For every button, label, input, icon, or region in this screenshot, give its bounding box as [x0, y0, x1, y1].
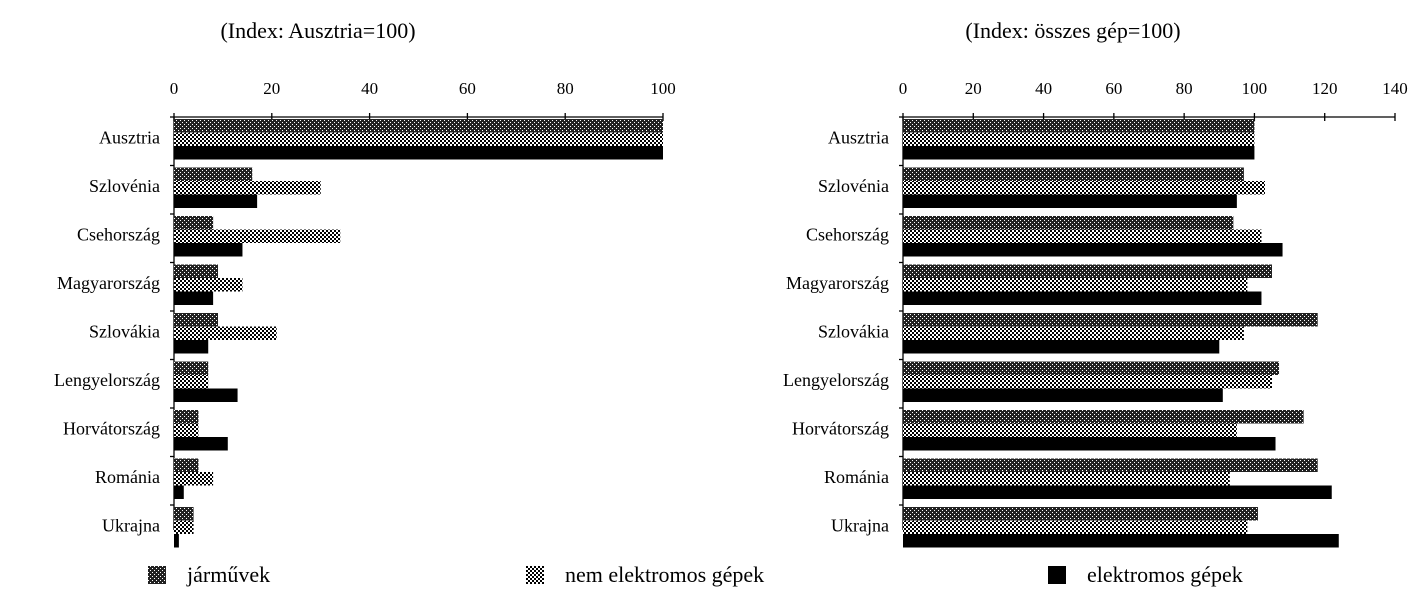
bar	[903, 146, 1255, 160]
y-tick-label: Magyarország	[57, 273, 160, 293]
bar	[174, 167, 253, 181]
x-tick-label: 40	[361, 79, 378, 98]
bar	[174, 194, 258, 208]
y-tick-label: Lengyelország	[54, 370, 160, 390]
y-tick-label: Románia	[824, 467, 889, 487]
y-tick-label: Ausztria	[99, 127, 160, 147]
x-tick-label: 80	[557, 79, 574, 98]
legend-label: járművek	[186, 562, 270, 587]
y-tick-label: Csehország	[806, 224, 889, 244]
bar	[174, 361, 209, 375]
bar	[903, 313, 1318, 327]
bar	[903, 437, 1276, 451]
y-tick-label: Ukrajna	[102, 515, 160, 535]
bar	[174, 423, 199, 437]
legend-swatch	[1048, 566, 1066, 584]
bar	[174, 229, 341, 243]
bar	[174, 216, 214, 230]
y-tick-label: Szlovénia	[818, 176, 889, 196]
x-tick-label: 60	[1105, 79, 1122, 98]
x-tick-label: 20	[263, 79, 280, 98]
x-tick-label: 40	[1035, 79, 1052, 98]
bar	[903, 194, 1237, 208]
x-tick-label: 0	[170, 79, 179, 98]
y-tick-label: Ukrajna	[831, 515, 889, 535]
legend-swatch	[526, 566, 544, 584]
bar	[174, 278, 243, 292]
bar	[903, 472, 1230, 486]
bar	[903, 243, 1283, 257]
bar	[903, 132, 1255, 146]
x-tick-label: 100	[1242, 79, 1268, 98]
bar	[903, 340, 1220, 354]
legend-swatch	[148, 566, 166, 584]
y-tick-label: Szlovákia	[89, 321, 160, 341]
bar	[903, 216, 1234, 230]
bar	[903, 119, 1255, 133]
x-tick-label: 140	[1382, 79, 1408, 98]
x-tick-label: 100	[650, 79, 676, 98]
legend-label: nem elektromos gépek	[565, 562, 764, 587]
bar	[174, 472, 214, 486]
bar	[903, 507, 1258, 521]
bar	[174, 291, 214, 305]
y-tick-label: Szlovákia	[818, 321, 889, 341]
y-tick-label: Horvátország	[792, 418, 889, 438]
bar	[174, 132, 663, 146]
bar	[903, 361, 1280, 375]
bar	[174, 458, 199, 472]
y-tick-label: Csehország	[77, 224, 160, 244]
bar	[174, 340, 209, 354]
bar	[174, 181, 321, 195]
bar	[174, 119, 663, 133]
bar	[903, 534, 1339, 548]
y-tick-label: Románia	[95, 467, 160, 487]
bar	[174, 313, 219, 327]
bar	[174, 437, 228, 451]
bar	[903, 458, 1318, 472]
x-tick-label: 80	[1176, 79, 1193, 98]
bar	[174, 507, 194, 521]
bar	[903, 520, 1248, 534]
bar	[174, 243, 243, 257]
bar	[174, 388, 238, 402]
bar	[174, 410, 199, 424]
bar	[903, 167, 1244, 181]
bar	[174, 375, 209, 389]
y-tick-label: Ausztria	[828, 127, 889, 147]
legend-label: elektromos gépek	[1087, 562, 1243, 587]
y-tick-label: Szlovénia	[89, 176, 160, 196]
bar	[174, 264, 219, 278]
x-tick-label: 60	[459, 79, 476, 98]
bar	[903, 410, 1304, 424]
chart-subtitle: (Index: összes gép=100)	[965, 18, 1180, 43]
bar	[903, 388, 1223, 402]
bar	[903, 375, 1272, 389]
bar	[903, 278, 1248, 292]
x-tick-label: 20	[965, 79, 982, 98]
bar	[174, 146, 663, 160]
bar	[174, 326, 277, 340]
y-tick-label: Magyarország	[786, 273, 889, 293]
bar	[903, 326, 1244, 340]
bar	[903, 181, 1265, 195]
chart-subtitle: (Index: Ausztria=100)	[220, 18, 415, 43]
bar	[903, 423, 1237, 437]
bar	[903, 291, 1262, 305]
bar	[903, 229, 1262, 243]
y-tick-label: Lengyelország	[783, 370, 889, 390]
x-tick-label: 0	[899, 79, 908, 98]
y-tick-label: Horvátország	[63, 418, 160, 438]
bar	[903, 264, 1272, 278]
bar	[174, 520, 194, 534]
bar	[174, 534, 179, 548]
bar	[903, 485, 1332, 499]
x-tick-label: 120	[1312, 79, 1338, 98]
bar	[174, 485, 184, 499]
